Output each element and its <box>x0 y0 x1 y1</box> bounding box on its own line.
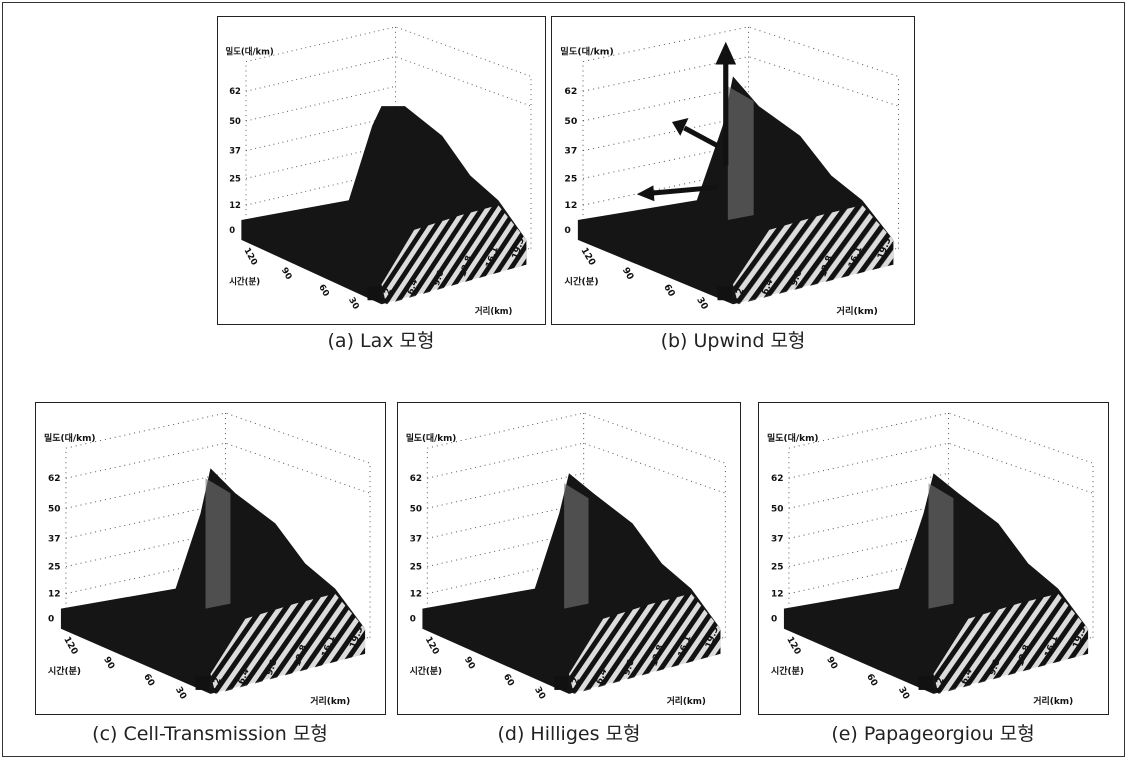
z-tick-label: 25 <box>771 563 783 573</box>
caption: (c) Cell-Transmission 모형 <box>92 719 328 746</box>
caption: (a) Lax 모형 <box>328 326 435 353</box>
time-tick-label: 90 <box>101 655 116 671</box>
z-axis-title: 밀도(대/km) <box>406 432 457 444</box>
time-tick-label: 60 <box>316 283 330 299</box>
time-tick-label: 30 <box>173 685 188 701</box>
time-tick-label: 60 <box>141 672 156 688</box>
page: 01225375062밀도(대/km)1209060303.26.49.612.… <box>0 0 1129 761</box>
z-tick-label: 12 <box>48 590 60 600</box>
z-tick-label: 37 <box>564 147 577 157</box>
z-tick-label: 0 <box>564 226 570 236</box>
z-tick-label: 62 <box>229 87 241 97</box>
time-tick-label: 60 <box>501 672 516 688</box>
z-tick-label: 37 <box>410 534 422 544</box>
time-axis-title: 시간(분) <box>564 276 598 288</box>
z-axis-title: 밀도(대/km) <box>44 432 96 444</box>
arrow-head <box>715 42 736 65</box>
z-tick-label: 25 <box>410 562 422 572</box>
z-tick-label: 25 <box>229 174 241 184</box>
corner-block <box>554 676 568 690</box>
corner-block <box>367 286 380 300</box>
time-axis-title: 시간(분) <box>771 665 804 677</box>
time-tick-label: 120 <box>784 635 802 656</box>
z-tick-label: 37 <box>771 534 783 544</box>
z-tick-label: 12 <box>771 590 783 600</box>
plot-image: 01225375062밀도(대/km)1209060303.26.49.612.… <box>397 402 741 715</box>
z-tick-label: 50 <box>771 504 783 514</box>
time-tick-label: 60 <box>864 672 879 688</box>
time-tick-label: 90 <box>824 655 839 671</box>
time-tick-label: 30 <box>532 685 547 701</box>
dist-axis-title: 거리(km) <box>836 305 878 317</box>
z-axis-title: 밀도(대/km) <box>225 45 273 57</box>
z-tick-label: 12 <box>564 201 577 211</box>
z-tick-label: 50 <box>410 504 422 514</box>
dist-axis-title: 거리(km) <box>310 695 350 707</box>
z-tick-label: 62 <box>771 474 783 484</box>
z-tick-label: 12 <box>229 201 241 211</box>
surface-ridge <box>728 86 754 220</box>
z-tick-label: 62 <box>410 474 422 484</box>
z-tick-label: 50 <box>48 504 60 514</box>
time-tick-label: 120 <box>242 246 259 267</box>
time-tick-label: 120 <box>423 635 441 656</box>
z-tick-label: 50 <box>229 117 241 127</box>
z-axis-title: 밀도(대/km) <box>767 432 819 444</box>
z-tick-label: 37 <box>48 534 60 544</box>
time-tick-label: 30 <box>694 296 709 312</box>
time-tick-label: 30 <box>346 296 360 312</box>
arrow <box>684 128 717 146</box>
arrow-head <box>637 185 655 201</box>
time-tick-label: 30 <box>896 685 911 701</box>
z-tick-label: 25 <box>48 563 60 573</box>
dist-axis-title: 거리(km) <box>475 305 513 317</box>
dist-axis-title: 거리(km) <box>1033 695 1073 707</box>
time-axis-title: 시간(분) <box>410 665 442 677</box>
time-axis-title: 시간(분) <box>229 275 260 287</box>
z-tick-label: 0 <box>410 615 416 625</box>
corner-block <box>196 676 210 690</box>
z-tick-label: 12 <box>410 590 422 600</box>
caption: (e) Papageorgiou 모형 <box>831 719 1034 746</box>
z-tick-label: 62 <box>48 474 60 484</box>
time-axis-title: 시간(분) <box>48 665 81 677</box>
z-tick-label: 62 <box>564 87 577 97</box>
time-tick-label: 60 <box>661 283 676 299</box>
z-tick-label: 0 <box>48 615 54 625</box>
corner-block <box>919 676 933 690</box>
corner-block <box>717 286 731 300</box>
time-tick-label: 120 <box>61 635 79 656</box>
z-tick-label: 0 <box>771 615 777 625</box>
z-tick-label: 0 <box>229 226 235 236</box>
time-tick-label: 90 <box>462 655 477 671</box>
surface-ridge <box>206 478 231 608</box>
time-tick-label: 120 <box>578 246 597 267</box>
z-tick-label: 37 <box>229 146 241 156</box>
caption: (d) Hilliges 모형 <box>498 719 641 746</box>
surface-ridge <box>564 483 588 608</box>
time-tick-label: 90 <box>620 266 635 282</box>
dist-axis-title: 거리(km) <box>667 695 706 707</box>
time-tick-label: 90 <box>279 266 293 282</box>
z-tick-label: 50 <box>564 117 577 127</box>
caption: (b) Upwind 모형 <box>661 326 806 353</box>
z-tick-label: 25 <box>564 175 577 185</box>
surface-ridge <box>929 483 954 608</box>
z-axis-title: 밀도(대/km) <box>560 46 613 58</box>
